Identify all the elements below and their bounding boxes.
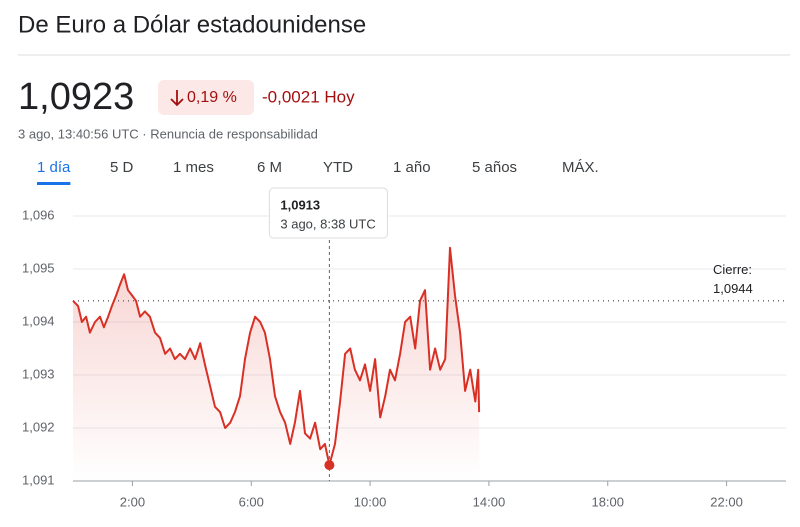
range-tab[interactable]: 5 años (472, 159, 517, 176)
change-badge (158, 80, 254, 115)
x-tick-label: 14:00 (473, 494, 506, 509)
previous-close-value: 1,0944 (713, 281, 753, 296)
range-tab[interactable]: 1 día (37, 159, 71, 176)
x-tick-label: 10:00 (354, 494, 387, 509)
tooltip-box (268, 187, 388, 239)
x-tick-label: 6:00 (239, 494, 264, 509)
price-line (72, 246, 481, 467)
x-tick-label: 22:00 (710, 494, 743, 509)
y-tick-label: 1,093 (22, 366, 55, 381)
tooltip-time: 3 ago, 8:38 UTC (280, 216, 375, 231)
range-tab[interactable]: MÁX. (562, 159, 599, 176)
y-tick-label: 1,094 (22, 313, 55, 328)
active-tab-underline (37, 182, 71, 185)
change-value: -0,0021 Hoy (262, 87, 355, 106)
price: 1,0923 (18, 76, 134, 118)
range-tab[interactable]: 1 año (393, 159, 431, 176)
x-tick-label: 18:00 (591, 494, 624, 509)
previous-close-label: Cierre: (713, 262, 752, 277)
y-tick-label: 1,091 (22, 472, 55, 487)
x-tick-label: 2:00 (120, 494, 145, 509)
range-tab[interactable]: 6 M (257, 159, 282, 176)
range-tab[interactable]: 1 mes (173, 159, 214, 176)
change-percent: 0,19 % (187, 89, 237, 106)
tooltip-value: 1,0913 (280, 197, 320, 212)
title: De Euro a Dólar estadounidense (18, 11, 366, 38)
y-tick-label: 1,092 (22, 419, 55, 434)
y-tick-label: 1,095 (22, 260, 55, 275)
y-tick-label: 1,096 (22, 207, 55, 222)
range-tab[interactable]: 5 D (110, 159, 134, 176)
hover-point (324, 460, 335, 471)
down-arrow (170, 90, 184, 107)
range-tab[interactable]: YTD (323, 159, 353, 176)
area-fill (73, 247, 480, 481)
timestamp: 3 ago, 13:40:56 UTC · Renuncia de respon… (18, 126, 318, 141)
